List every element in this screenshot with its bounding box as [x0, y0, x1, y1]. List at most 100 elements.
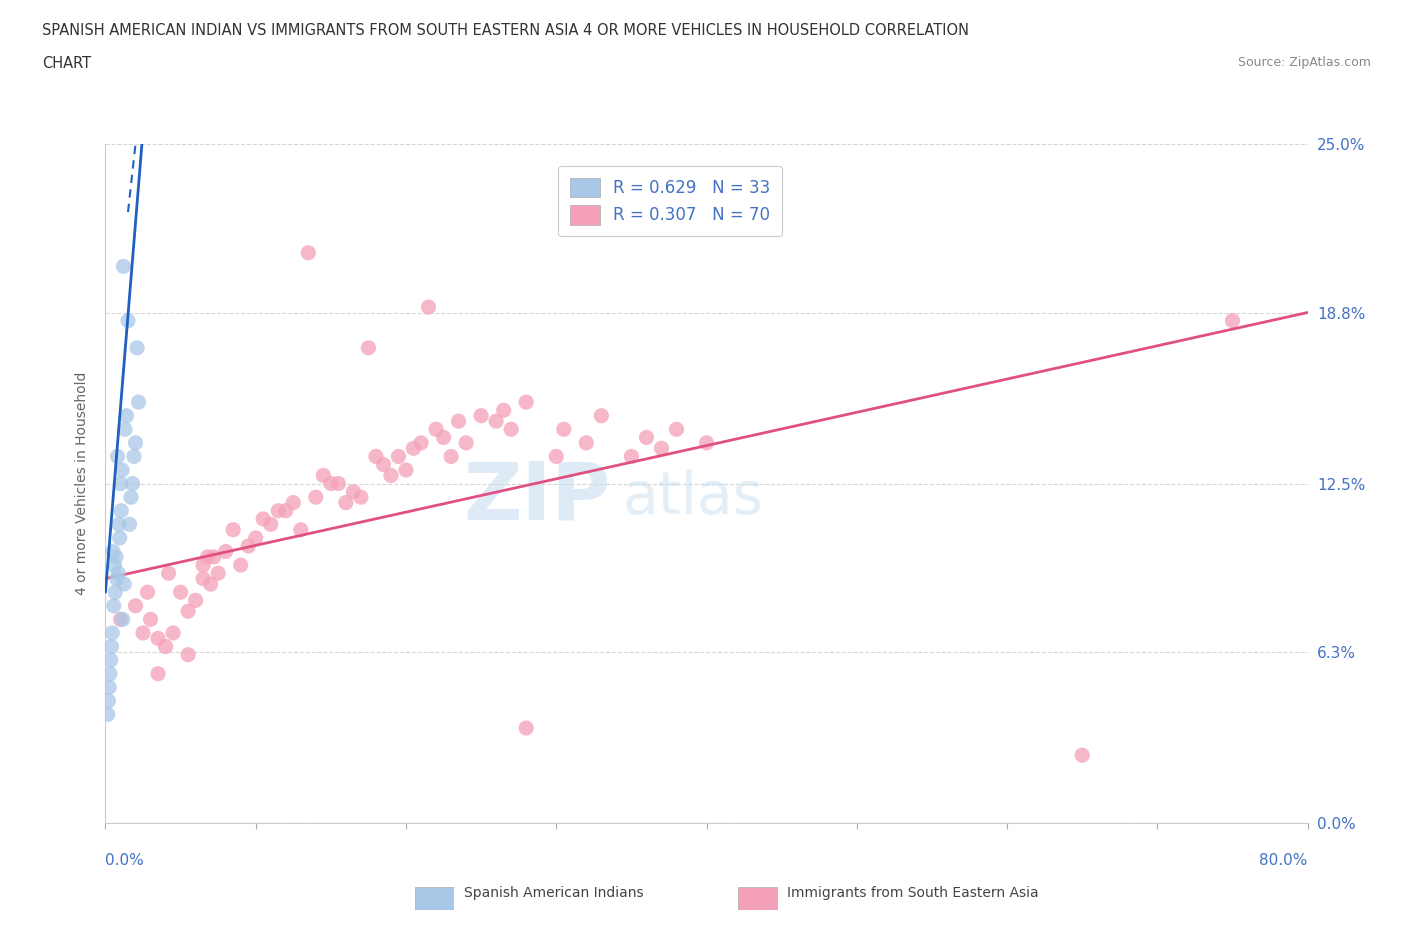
Point	[169, 585, 191, 600]
Point	[124, 598, 146, 613]
Point	[207, 565, 229, 580]
Point	[297, 246, 319, 260]
Point	[107, 565, 129, 580]
Point	[485, 414, 508, 429]
Point	[425, 422, 447, 437]
Point	[274, 503, 297, 518]
Point	[177, 604, 200, 618]
Point	[97, 694, 120, 709]
Point	[418, 299, 440, 314]
Point	[364, 449, 387, 464]
Text: CHART: CHART	[42, 56, 91, 71]
Point	[312, 468, 335, 483]
Y-axis label: 4 or more Vehicles in Household: 4 or more Vehicles in Household	[76, 372, 90, 595]
Text: Source: ZipAtlas.com: Source: ZipAtlas.com	[1237, 56, 1371, 69]
Point	[110, 503, 132, 518]
Point	[155, 639, 177, 654]
Point	[591, 408, 613, 423]
Point	[103, 598, 125, 613]
Point	[650, 441, 672, 456]
Point	[101, 544, 124, 559]
Point	[553, 422, 575, 437]
Point	[118, 517, 141, 532]
Point	[110, 476, 132, 491]
Point	[162, 626, 184, 641]
Point	[387, 449, 409, 464]
Point	[108, 517, 131, 532]
Point	[100, 653, 122, 668]
Point	[402, 441, 425, 456]
Point	[1071, 748, 1094, 763]
Point	[238, 538, 260, 553]
Point	[267, 503, 290, 518]
Point	[395, 462, 418, 477]
Point	[112, 259, 135, 273]
Text: ZIP: ZIP	[463, 458, 610, 537]
Legend: R = 0.629   N = 33, R = 0.307   N = 70: R = 0.629 N = 33, R = 0.307 N = 70	[558, 166, 782, 236]
Point	[104, 585, 127, 600]
Point	[245, 530, 267, 545]
Point	[136, 585, 159, 600]
Point	[101, 626, 124, 641]
Point	[380, 468, 402, 483]
Point	[620, 449, 643, 464]
Point	[112, 577, 135, 591]
Point	[1222, 313, 1244, 328]
Point	[110, 612, 132, 627]
Point	[97, 707, 120, 722]
Point	[98, 666, 121, 681]
Point	[214, 544, 236, 559]
Point	[515, 721, 537, 736]
Point	[432, 430, 454, 445]
Point	[342, 485, 364, 499]
Point	[146, 666, 169, 681]
Point	[111, 612, 134, 627]
Point	[447, 414, 470, 429]
Point	[200, 577, 222, 591]
Point	[350, 490, 373, 505]
Point	[202, 550, 225, 565]
Point	[665, 422, 688, 437]
Point	[111, 462, 134, 477]
Point	[357, 340, 380, 355]
Point	[440, 449, 463, 464]
Point	[124, 435, 146, 450]
Point	[456, 435, 478, 450]
Point	[501, 422, 523, 437]
Point	[105, 571, 128, 586]
Point	[636, 430, 658, 445]
Point	[108, 530, 131, 545]
Point	[104, 550, 127, 565]
Point	[177, 647, 200, 662]
Point	[696, 435, 718, 450]
Point	[328, 476, 350, 491]
Point	[157, 565, 180, 580]
Point	[290, 523, 312, 538]
Point	[121, 476, 143, 491]
Text: SPANISH AMERICAN INDIAN VS IMMIGRANTS FROM SOUTH EASTERN ASIA 4 OR MORE VEHICLES: SPANISH AMERICAN INDIAN VS IMMIGRANTS FR…	[42, 23, 969, 38]
Point	[260, 517, 283, 532]
Point	[575, 435, 598, 450]
Point	[184, 593, 207, 608]
Point	[252, 512, 274, 526]
Point	[515, 394, 537, 409]
Text: Immigrants from South Eastern Asia: Immigrants from South Eastern Asia	[787, 885, 1039, 900]
Text: 0.0%: 0.0%	[105, 853, 145, 868]
Point	[107, 449, 129, 464]
Point	[373, 458, 395, 472]
Point	[120, 490, 142, 505]
Point	[191, 571, 214, 586]
Text: Spanish American Indians: Spanish American Indians	[464, 885, 644, 900]
Point	[197, 550, 219, 565]
Point	[546, 449, 568, 464]
Point	[115, 408, 138, 423]
Point	[100, 639, 122, 654]
Point	[409, 435, 432, 450]
Point	[128, 394, 150, 409]
Point	[222, 523, 245, 538]
Point	[305, 490, 328, 505]
Text: 80.0%: 80.0%	[1260, 853, 1308, 868]
Point	[146, 631, 169, 645]
Point	[132, 626, 155, 641]
Point	[122, 449, 145, 464]
